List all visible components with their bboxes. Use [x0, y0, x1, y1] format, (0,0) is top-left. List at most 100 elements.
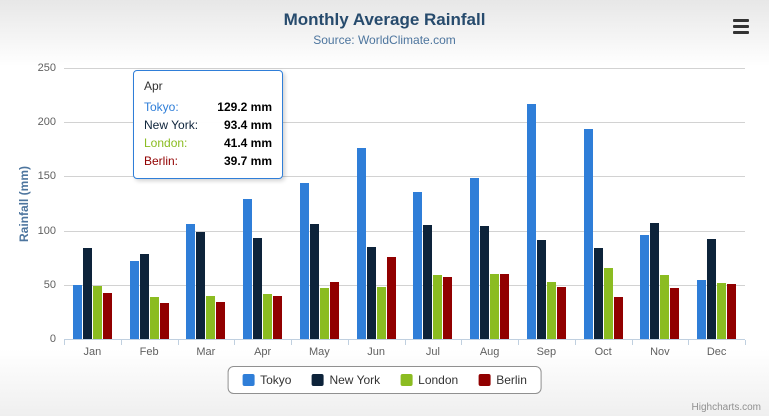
x-axis-tick: [688, 340, 689, 345]
bar-berlin-mar[interactable]: [216, 302, 226, 339]
bar-new-york-jul[interactable]: [423, 225, 433, 339]
bar-berlin-feb[interactable]: [159, 303, 169, 339]
x-axis-tick: [64, 340, 65, 345]
bar-berlin-oct[interactable]: [613, 297, 623, 339]
x-axis-label: Jun: [367, 346, 385, 358]
bar-group-nov: [632, 68, 689, 339]
bar-tokyo-jun[interactable]: [356, 148, 366, 339]
x-axis-label: Mar: [196, 346, 216, 358]
legend-item-tokyo[interactable]: Tokyo: [242, 373, 291, 387]
x-axis-tick: [575, 340, 576, 345]
bar-london-jun[interactable]: [376, 287, 386, 339]
bar-new-york-apr[interactable]: [253, 238, 263, 339]
x-axis-label: Apr: [254, 346, 272, 358]
x-axis-tick: [632, 340, 633, 345]
x-axis-label: Aug: [479, 346, 500, 358]
y-axis-label: 150: [37, 170, 56, 182]
bar-group-jan: [64, 68, 121, 339]
y-axis-label: 50: [43, 279, 56, 291]
bar-tokyo-aug[interactable]: [470, 178, 480, 339]
bar-berlin-dec[interactable]: [727, 284, 737, 339]
bar-london-jan[interactable]: [92, 286, 102, 339]
bar-berlin-jun[interactable]: [386, 257, 396, 339]
x-axis-label: Jan: [83, 346, 102, 358]
y-axis-label: 250: [37, 62, 56, 74]
bar-london-sep[interactable]: [546, 282, 556, 339]
tooltip-value: 41.4 mm: [223, 136, 272, 150]
x-axis-tick: [121, 340, 122, 345]
bar-london-dec[interactable]: [717, 283, 727, 339]
x-axis-label: Jul: [425, 346, 440, 358]
x-axis-tick: [405, 340, 406, 345]
bar-tokyo-jul[interactable]: [413, 192, 423, 339]
gridline: [64, 122, 745, 123]
bar-new-york-may[interactable]: [309, 224, 319, 339]
bar-new-york-jan[interactable]: [82, 248, 92, 339]
tooltip-row: New York: 93.4 mm: [144, 116, 272, 134]
bar-berlin-jul[interactable]: [443, 277, 453, 339]
bar-new-york-nov[interactable]: [650, 223, 660, 339]
tooltip-value: 129.2 mm: [217, 100, 272, 114]
bar-new-york-aug[interactable]: [480, 226, 490, 339]
bar-berlin-aug[interactable]: [500, 274, 510, 339]
bar-group-jul: [405, 68, 462, 339]
x-axis-label: May: [308, 346, 330, 358]
bar-london-may[interactable]: [319, 288, 329, 339]
export-menu-button[interactable]: [731, 16, 755, 36]
bar-london-oct[interactable]: [603, 268, 613, 339]
tooltip-table: Tokyo: 129.2 mm New York: 93.4 mm London: 41.…: [144, 98, 272, 170]
legend-item-london[interactable]: London: [400, 373, 458, 387]
bar-tokyo-feb[interactable]: [129, 261, 139, 339]
bar-tokyo-apr[interactable]: [243, 199, 253, 339]
bar-new-york-dec[interactable]: [707, 239, 717, 339]
bar-tokyo-sep[interactable]: [526, 104, 536, 339]
hamburger-menu-icon: [733, 18, 753, 34]
bar-london-apr[interactable]: [263, 294, 273, 339]
bar-new-york-mar[interactable]: [196, 232, 206, 339]
bar-new-york-oct[interactable]: [593, 248, 603, 339]
bar-berlin-sep[interactable]: [556, 287, 566, 339]
bar-london-nov[interactable]: [660, 275, 670, 339]
bar-group-feb: [121, 68, 178, 339]
tooltip-row: Berlin: 39.7 mm: [144, 152, 272, 170]
bar-berlin-nov[interactable]: [670, 288, 680, 339]
legend-item-berlin[interactable]: Berlin: [478, 373, 527, 387]
bar-new-york-feb[interactable]: [139, 254, 149, 339]
bar-tokyo-jan[interactable]: [72, 285, 82, 339]
bar-london-jul[interactable]: [433, 275, 443, 339]
x-axis-label: Dec: [706, 346, 727, 358]
bar-berlin-apr[interactable]: [273, 296, 283, 339]
legend-swatch: [242, 374, 255, 386]
legend-label: Tokyo: [260, 373, 292, 387]
legend-label: London: [418, 373, 459, 387]
y-axis-label: 200: [37, 116, 56, 128]
bar-tokyo-dec[interactable]: [697, 280, 707, 339]
bar-group-may: [291, 68, 348, 339]
bar-tokyo-mar[interactable]: [186, 224, 196, 339]
legend-item-new-york[interactable]: New York: [311, 373, 380, 387]
bar-new-york-jun[interactable]: [366, 247, 376, 339]
bar-london-feb[interactable]: [149, 297, 159, 339]
bar-tokyo-nov[interactable]: [640, 235, 650, 339]
bar-tokyo-may[interactable]: [299, 183, 309, 339]
gridline: [64, 285, 745, 286]
gridline: [64, 176, 745, 177]
bar-tokyo-oct[interactable]: [583, 129, 593, 339]
legend-swatch: [311, 374, 324, 386]
tooltip-series-label: New York:: [144, 118, 199, 132]
chart-subtitle: Source: WorldClimate.com: [313, 33, 456, 47]
bar-london-aug[interactable]: [490, 274, 500, 339]
x-axis-label: Nov: [650, 346, 670, 358]
bar-berlin-jan[interactable]: [102, 293, 112, 339]
x-axis-tick: [745, 340, 746, 345]
tooltip-series-label: London:: [144, 136, 188, 150]
bar-berlin-may[interactable]: [329, 282, 339, 339]
bar-new-york-sep[interactable]: [536, 240, 546, 339]
credits-link[interactable]: Highcharts.com: [691, 402, 761, 413]
bar-group-sep: [518, 68, 575, 339]
bar-group-apr: [234, 68, 291, 339]
bar-london-mar[interactable]: [206, 296, 216, 339]
plot-area: 0 50 100 150 200 250 Jan Feb Mar Apr May Jun Jul Aug S…: [38, 62, 746, 358]
legend-swatch: [478, 374, 491, 386]
